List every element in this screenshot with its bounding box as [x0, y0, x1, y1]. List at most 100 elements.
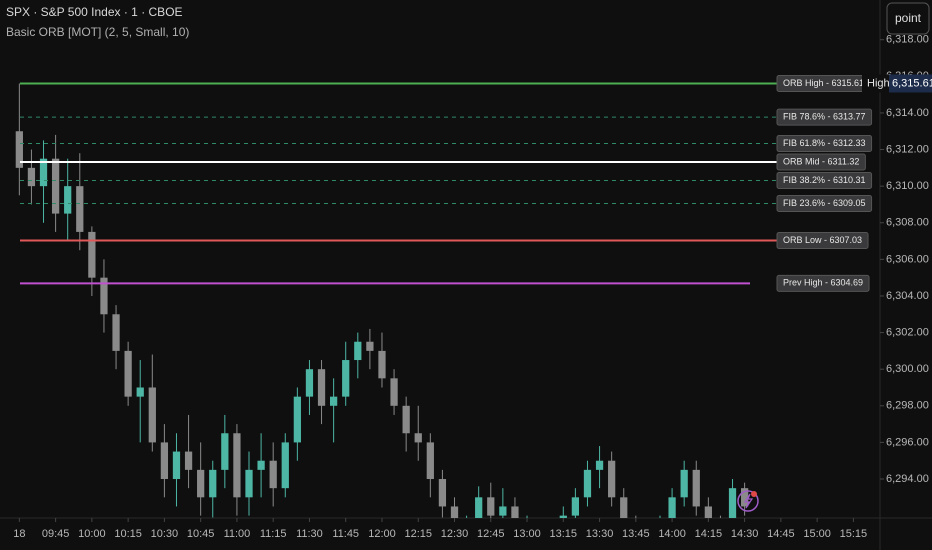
y-tick-label: 6,298.00 — [886, 400, 929, 412]
y-tick-label: 6,312.00 — [886, 143, 929, 155]
candle-body — [88, 231, 96, 278]
candle-body — [281, 442, 289, 489]
candle-body — [499, 506, 507, 516]
level-label-box — [776, 274, 870, 292]
candle-body — [620, 497, 628, 518]
candle-body — [136, 387, 144, 397]
candle-body — [197, 469, 205, 498]
scale-button-label[interactable]: point — [895, 11, 922, 25]
alert-bolt — [743, 493, 754, 509]
candle-body — [172, 451, 181, 480]
high-badge-box — [889, 74, 932, 93]
x-tick-label: 13:30 — [586, 528, 614, 540]
high-badge-label-box — [862, 74, 890, 93]
candle-body — [402, 405, 410, 434]
candle-body — [559, 515, 567, 518]
x-tick-label: 14:00 — [658, 528, 686, 540]
candle-body — [100, 277, 108, 315]
x-tick-label: 14:30 — [731, 528, 759, 540]
level-label: ORB Mid - 6311.32 — [783, 156, 859, 166]
candle-body — [257, 460, 265, 470]
candle-body — [112, 314, 120, 351]
candle-body — [378, 350, 386, 379]
candle-body — [64, 186, 72, 214]
candle-body — [269, 460, 277, 489]
candle-body — [305, 369, 314, 397]
candle-body — [704, 506, 712, 518]
x-tick-label: 13:45 — [622, 528, 650, 540]
candle-body — [487, 497, 495, 516]
chart-title: SPX · S&P 500 Index · 1 · CBOE — [6, 5, 183, 19]
level-label: ORB High - 6315.61 — [783, 78, 864, 88]
x-tick-label: 14:45 — [767, 528, 795, 540]
indicator-label: Basic ORB [MOT] (2, 5, Small, 10) — [6, 25, 189, 39]
level-label-box — [776, 108, 873, 126]
candle-body — [39, 158, 48, 187]
level-label-box — [776, 171, 873, 189]
candle-body — [330, 396, 338, 406]
level-label-box — [776, 135, 873, 153]
x-tick-label: 11:45 — [332, 528, 359, 540]
candle-body — [317, 369, 326, 406]
x-tick-label: 12:00 — [368, 528, 396, 540]
y-tick-label: 6,314.00 — [886, 107, 929, 119]
level-label: Prev High - 6304.69 — [783, 278, 863, 288]
candle-body — [160, 442, 169, 480]
candle-body — [680, 469, 688, 498]
y-tick-label: 6,310.00 — [886, 180, 929, 192]
candle-body — [390, 378, 398, 406]
level-label-box — [776, 232, 869, 250]
candle-body — [608, 460, 616, 498]
x-tick-label: 12:45 — [477, 528, 505, 540]
candle-body — [354, 341, 362, 361]
x-tick-label: 10:15 — [114, 528, 142, 540]
y-tick-label: 6,296.00 — [886, 436, 929, 448]
y-tick-label: 6,304.00 — [886, 290, 929, 302]
levels: ORB High - 6315.61 FIB 78.6% - 6313.77 FIB… — [20, 74, 873, 292]
level-label-box — [776, 153, 866, 171]
axes: 6,294.00 6,296.00 6,298.00 6,300.00 6,302.00… — [13, 34, 932, 540]
candle-body — [740, 488, 749, 507]
candle-body — [245, 469, 253, 498]
candles — [15, 83, 749, 518]
level-label: FIB 38.2% - 6310.31 — [783, 175, 866, 185]
x-tick-label: 09:45 — [42, 528, 70, 540]
x-tick-label: 15:00 — [803, 528, 831, 540]
candle-body — [668, 497, 676, 518]
x-tick-label: 12:15 — [404, 528, 432, 540]
candle-body — [209, 469, 217, 498]
x-tick-label: 15:15 — [840, 528, 868, 540]
x-tick-label: 11:15 — [260, 528, 287, 540]
candle-body — [76, 186, 84, 232]
candle-body — [51, 158, 60, 214]
scale-button[interactable] — [886, 2, 930, 35]
candle-body — [15, 131, 23, 168]
candle-body — [475, 497, 483, 518]
y-tick-label: 6,302.00 — [886, 326, 929, 338]
candle-body — [438, 479, 447, 507]
candle-body — [366, 341, 374, 351]
level-label: FIB 61.8% - 6312.33 — [783, 138, 866, 148]
x-tick-label: 18 — [13, 528, 25, 540]
candle-body — [511, 506, 519, 518]
y-tick-label: 6,318.00 — [886, 34, 929, 46]
candle-body — [426, 442, 434, 480]
y-tick-label: 6,300.00 — [886, 363, 929, 375]
y-tick-label: 6,294.00 — [886, 473, 929, 485]
candle-body — [184, 451, 193, 470]
x-tick-label: 10:00 — [78, 528, 106, 540]
candle-body — [233, 433, 241, 498]
candle-body — [571, 497, 580, 516]
candle-body — [27, 167, 36, 187]
alert-icon[interactable] — [737, 490, 759, 512]
candle-body — [692, 469, 700, 507]
x-tick-label: 13:15 — [550, 528, 578, 540]
y-tick-label: 6,306.00 — [886, 253, 929, 265]
high-badge-label: High — [867, 77, 890, 89]
level-label: ORB Low - 6307.03 — [783, 235, 862, 245]
x-tick-label: 14:15 — [695, 528, 723, 540]
level-label: FIB 23.6% - 6309.05 — [783, 198, 866, 208]
x-tick-label: 10:30 — [151, 528, 179, 540]
candle-body — [221, 433, 229, 470]
candle-body — [414, 433, 422, 443]
